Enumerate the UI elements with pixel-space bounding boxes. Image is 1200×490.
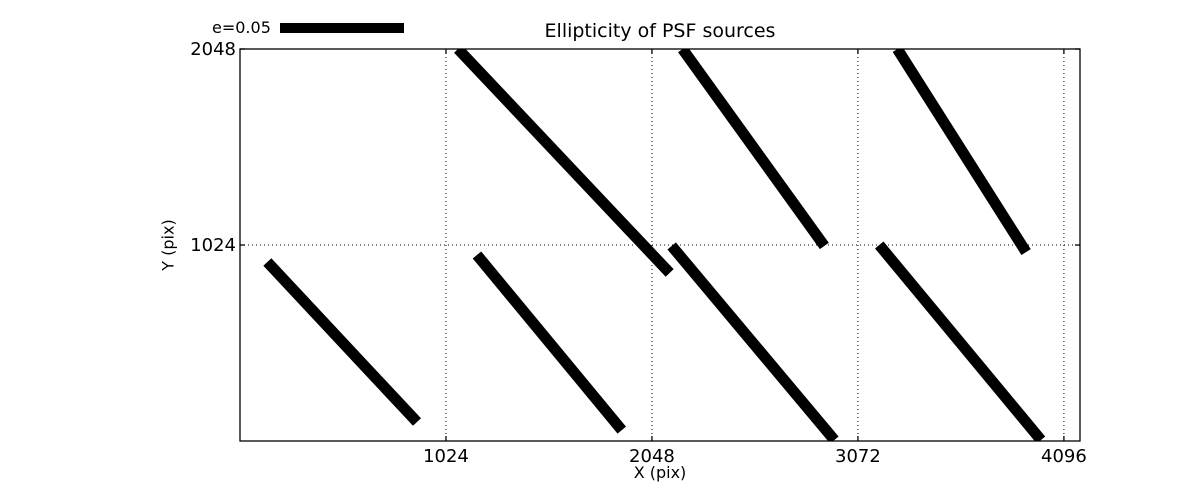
y-axis-label: Y (pix) [158, 219, 178, 271]
legend-sample-bar [279, 23, 404, 33]
y-tick-label-1024: 1024 [190, 235, 236, 256]
whisker-segment-2 [892, 49, 1031, 256]
whisker-segment-3 [263, 258, 422, 426]
chart-title: Ellipticity of PSF sources [544, 20, 776, 42]
legend: e=0.05 [212, 18, 404, 38]
whisker-segment-0 [454, 49, 674, 277]
x-tick-label-1024: 1024 [423, 446, 469, 467]
y-tick-label-2048: 2048 [190, 39, 236, 60]
x-tick-label-2048: 2048 [629, 446, 675, 467]
x-tick-label-3072: 3072 [835, 446, 881, 467]
legend-label: e=0.05 [212, 18, 271, 37]
x-tick-label-4096: 4096 [1041, 446, 1087, 467]
whisker-segment-4 [472, 251, 627, 434]
whisker-segment-5 [667, 242, 839, 441]
whisker-segment-1 [678, 49, 829, 250]
x-axis-label: X (pix) [633, 463, 687, 482]
whisker-segment-6 [875, 241, 1046, 441]
axes-frame [239, 48, 1081, 442]
